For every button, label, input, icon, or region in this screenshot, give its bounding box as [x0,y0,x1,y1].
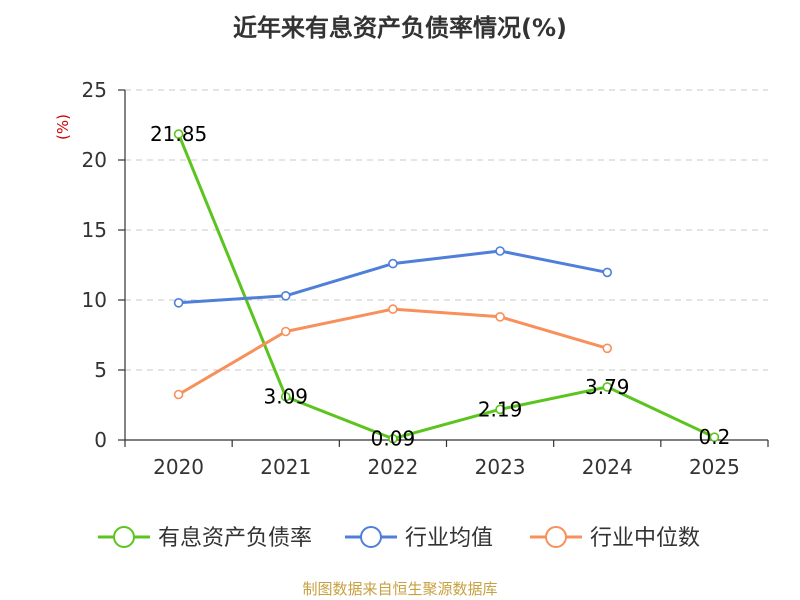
source-note: 制图数据来自恒生聚源数据库 [302,580,497,598]
data-label-0-0: 21.85 [150,122,207,146]
point-0-5 [709,432,720,443]
legend-item-2: 行业中位数 [530,526,700,551]
legend-swatch-marker-0 [113,526,135,548]
data-label-0-4: 3.79 [585,375,630,399]
x-tick-label-0: 2020 [153,455,204,479]
y-tick-label-4: 20 [82,148,107,172]
point-0-0 [173,129,184,139]
series-1 [173,246,613,308]
point-0-4 [602,382,613,392]
y-tick-label-1: 5 [94,358,107,382]
legend-item-1: 行业均值 [345,526,493,551]
x-tick-label-3: 2023 [475,455,526,479]
data-labels: 21.85 3.09 0.09 2.19 3.79 0.2 [150,122,730,451]
data-label-0-5: 0.2 [699,425,731,449]
series-2 [173,304,613,400]
point-0-1 [280,391,291,402]
y-axis-unit-label: (%) [54,114,72,140]
series-0 [173,129,720,444]
point-1-2 [388,258,398,269]
series-line-2 [177,307,608,396]
point-0-3 [495,404,505,415]
y-tick-label-0: 0 [94,428,107,452]
y-tick-label-3: 15 [82,218,107,242]
legend-label-0: 有息资产负债率 [158,526,312,551]
y-tick-label-5: 25 [82,78,107,102]
point-1-3 [495,246,505,256]
legend-label-2: 行业中位数 [590,526,700,551]
data-label-0-1: 3.09 [263,385,308,409]
data-label-0-3: 2.19 [478,397,523,421]
point-1-4 [602,267,613,278]
legend-swatch-marker-2 [545,526,567,548]
point-2-0 [173,389,184,400]
point-1-0 [173,297,184,308]
legend-item-0: 有息资产负债率 [98,526,312,551]
point-2-1 [280,326,291,337]
point-2-3 [495,311,505,322]
x-tick-label-5: 2025 [689,455,740,479]
y-tick-label-2: 10 [82,288,107,312]
x-tick-label-4: 2024 [582,455,633,479]
legend: 有息资产负债率 行业均值 行业中位数 [98,526,700,551]
series-line-0 [177,133,716,441]
data-label-0-2: 0.09 [371,427,416,451]
chart-title: 近年来有息资产负债率情况(%) [233,14,567,42]
point-2-2 [388,304,398,314]
point-2-4 [602,343,613,354]
series [173,129,720,444]
gridlines [125,89,768,371]
x-tick-label-2: 2022 [367,455,418,479]
x-tick-label-1: 2021 [260,455,311,479]
point-0-2 [388,433,398,444]
point-1-1 [280,290,291,301]
legend-label-1: 行业均值 [405,526,493,551]
legend-swatch-marker-1 [360,526,382,548]
